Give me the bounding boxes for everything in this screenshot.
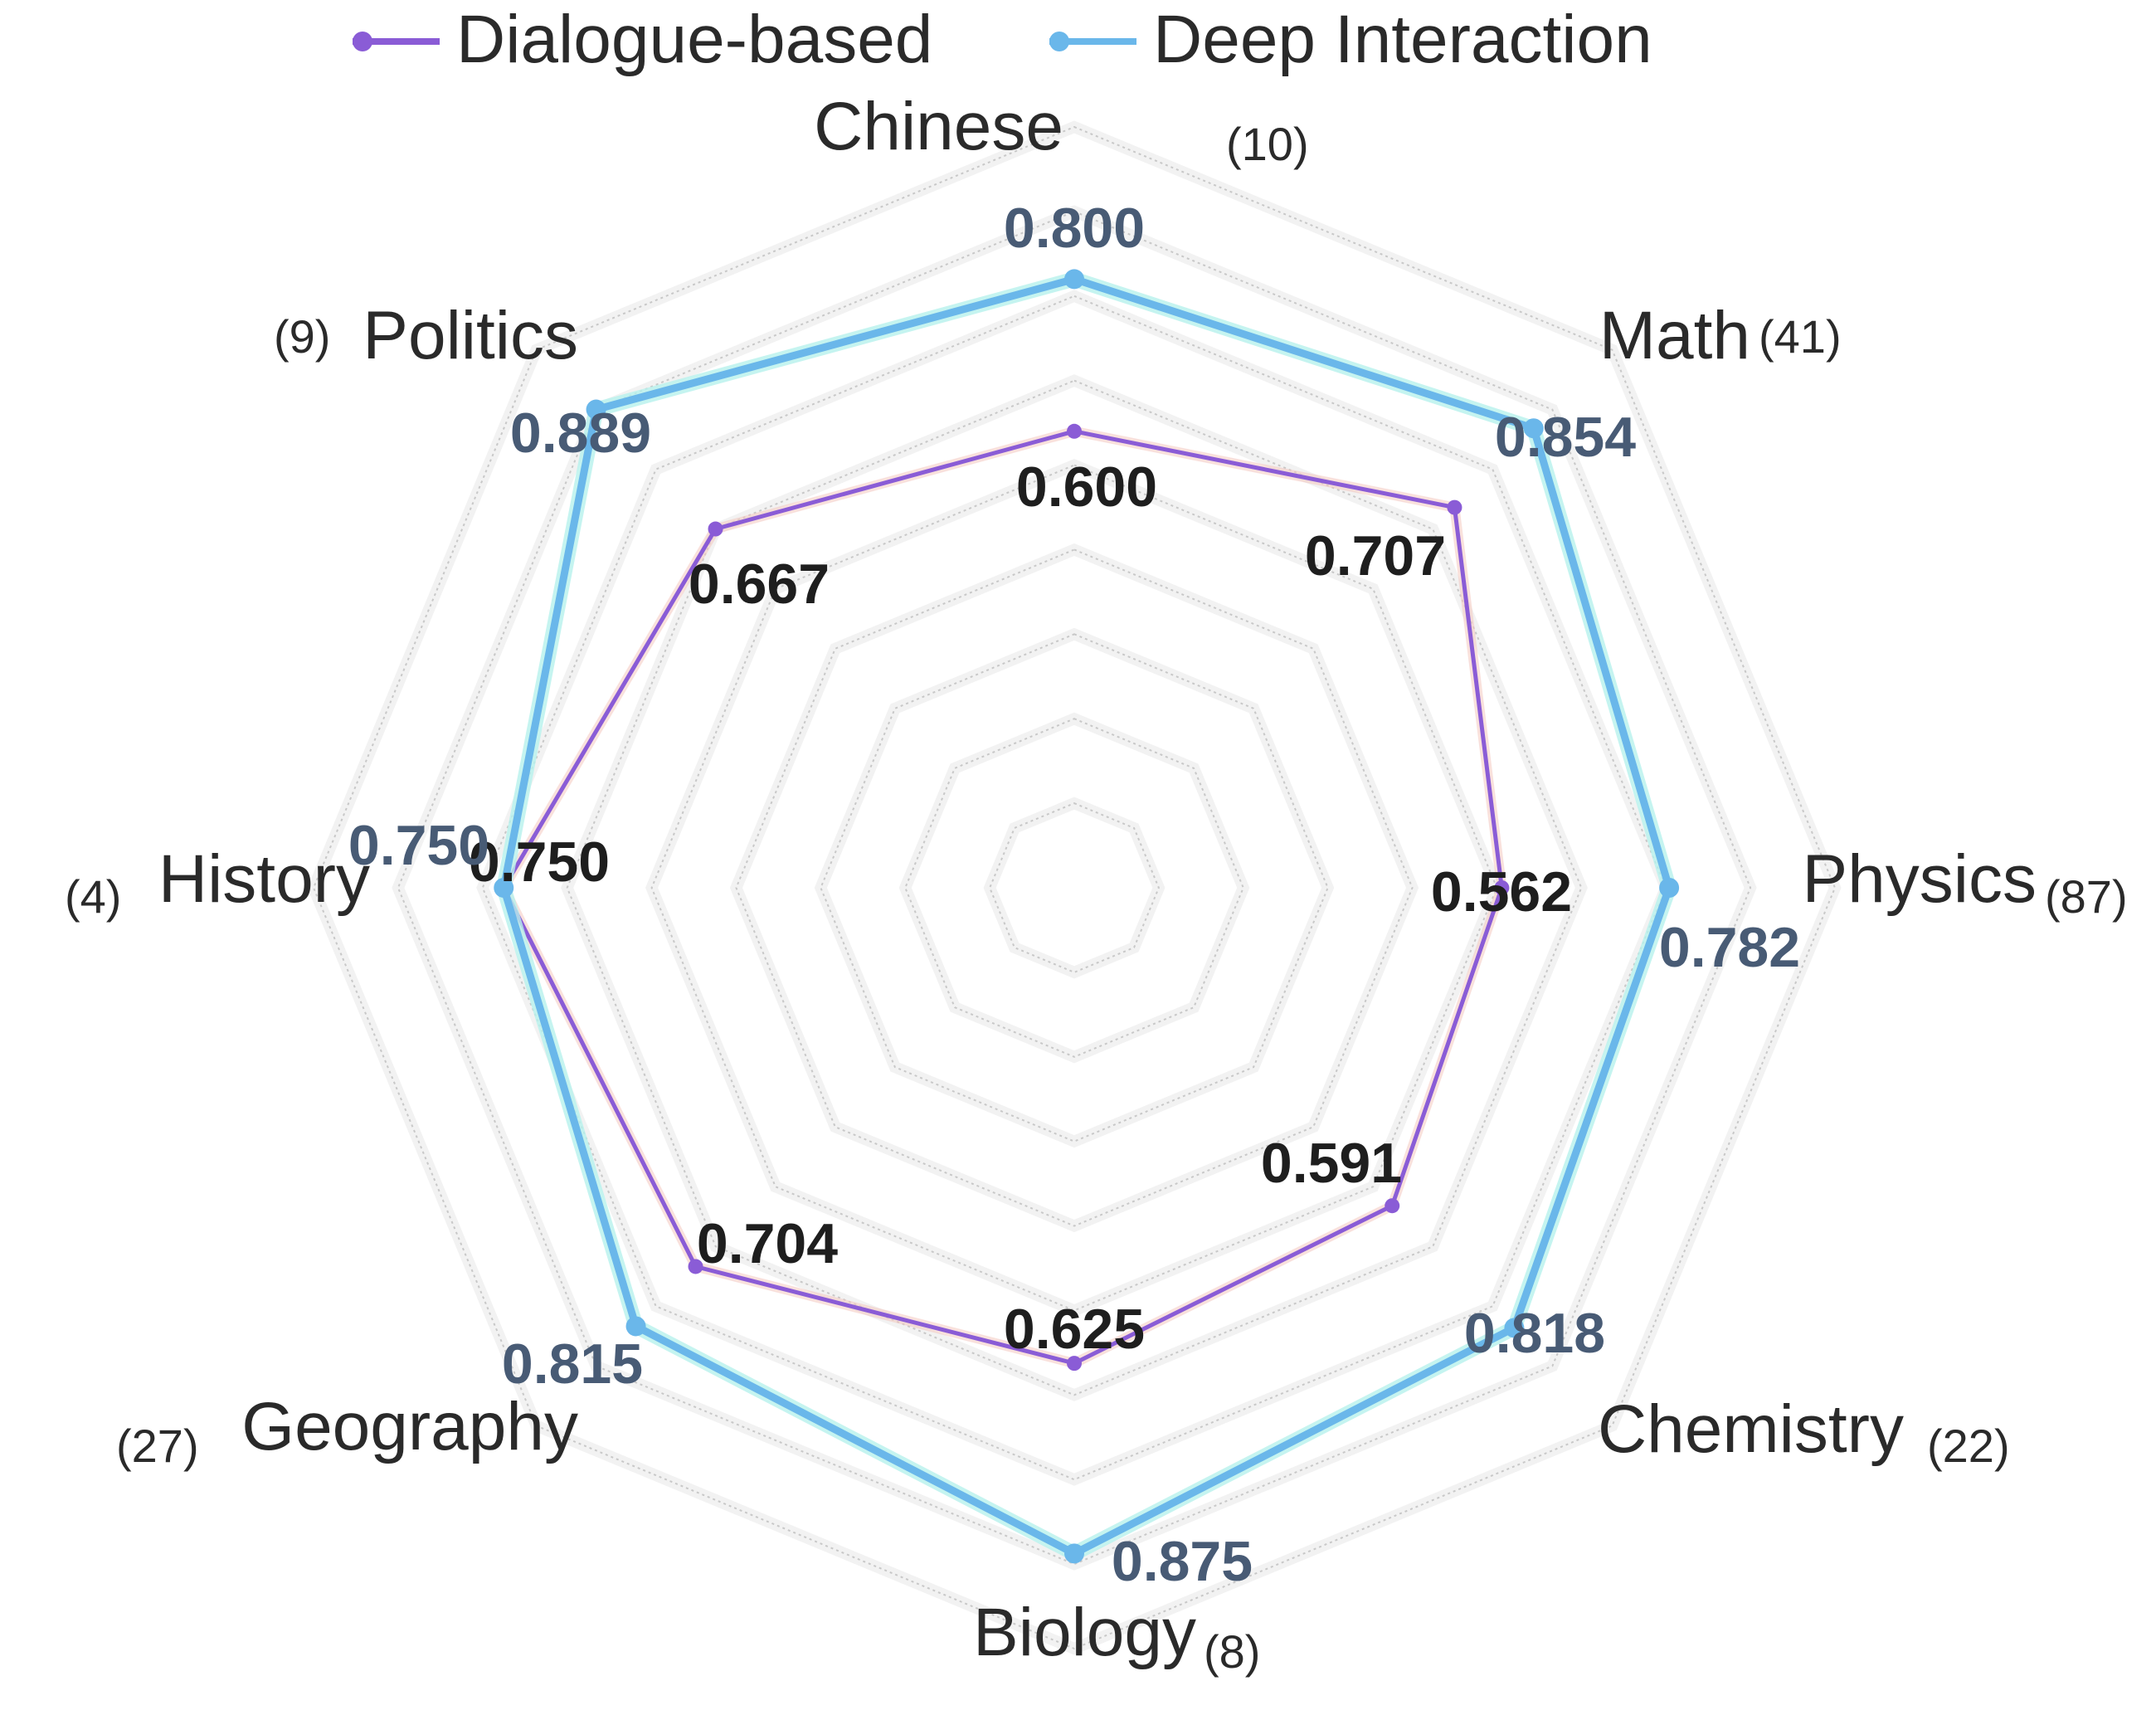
- data-label: 0.562: [1431, 860, 1572, 923]
- grid-ring: [566, 379, 1583, 1396]
- radar-labels: Chinese (10) Math (41) Physics (87) Chemistry (…: [65, 89, 2128, 1678]
- data-label: 0.750: [469, 831, 610, 894]
- grid-ring: [650, 464, 1498, 1312]
- data-point: [494, 878, 514, 898]
- data-point: [708, 521, 723, 537]
- axis-label: Physics: [1802, 841, 2037, 917]
- radar-series: [494, 269, 1680, 1564]
- data-label: 0.875: [1112, 1530, 1253, 1593]
- axis-count: (8): [1204, 1625, 1260, 1678]
- series-dialogue-based: [496, 423, 1510, 1372]
- axis-count: (9): [274, 310, 330, 363]
- data-label: 0.750: [348, 814, 489, 877]
- data-label: 0.800: [1004, 197, 1145, 260]
- data-label: 0.854: [1495, 406, 1636, 469]
- axis-label: Politics: [363, 298, 578, 373]
- data-point: [688, 1259, 703, 1274]
- grid-ring-halo: [898, 712, 1250, 1064]
- axis-count: (27): [116, 1420, 199, 1472]
- data-label: 0.591: [1261, 1132, 1402, 1195]
- axis-label: Biology: [973, 1595, 1196, 1670]
- data-point: [1659, 878, 1680, 898]
- data-label: 0.600: [1016, 456, 1157, 519]
- data-label: 0.818: [1464, 1302, 1605, 1365]
- data-label: 0.667: [689, 553, 830, 616]
- grid-ring: [312, 125, 1837, 1650]
- radar-grid: [307, 120, 1842, 1655]
- data-label: 0.707: [1305, 524, 1446, 587]
- axis-count: (4): [65, 870, 121, 923]
- grid-ring-halo: [814, 627, 1335, 1148]
- legend-label: Dialogue-based: [456, 2, 932, 77]
- grid-ring-halo: [476, 290, 1672, 1486]
- axis-label: Math: [1599, 298, 1750, 373]
- legend-item: Dialogue-based: [353, 2, 932, 77]
- axis-count: (22): [1927, 1420, 2010, 1472]
- data-point: [1504, 1318, 1525, 1338]
- data-label: 0.815: [502, 1333, 643, 1396]
- data-point: [1494, 880, 1510, 895]
- axis-label: Chinese: [814, 89, 1063, 164]
- series-deep-interaction: [494, 269, 1680, 1564]
- data-point: [586, 399, 606, 420]
- axis-label: History: [158, 841, 370, 917]
- data-label: 0.625: [1004, 1298, 1145, 1361]
- data-point: [1447, 499, 1462, 515]
- data-point: [1067, 1356, 1082, 1372]
- data-point: [1064, 269, 1084, 290]
- data-label: 0.782: [1659, 916, 1800, 979]
- axis-count: (87): [2045, 870, 2128, 923]
- axis-label: Chemistry: [1598, 1391, 1904, 1467]
- legend-swatch-marker: [1049, 32, 1069, 51]
- grid-ring: [904, 718, 1244, 1058]
- legend-label: Deep Interaction: [1153, 2, 1652, 77]
- legend-swatch-marker: [353, 32, 372, 51]
- data-label: 0.889: [510, 402, 651, 465]
- axis-count: (10): [1226, 118, 1309, 170]
- grid-ring-halo: [729, 543, 1419, 1233]
- data-point: [1385, 1198, 1400, 1214]
- grid-ring: [989, 802, 1160, 973]
- data-point: [1523, 418, 1544, 439]
- data-point: [1067, 423, 1082, 439]
- grid-ring: [397, 210, 1752, 1566]
- data-label: 0.704: [697, 1212, 838, 1275]
- grid-ring: [735, 548, 1414, 1227]
- data-point: [625, 1316, 646, 1337]
- legend-item: Deep Interaction: [1049, 2, 1652, 77]
- axis-count: (41): [1759, 310, 1842, 363]
- axis-label: Geography: [241, 1389, 578, 1464]
- legend: Dialogue-based Deep Interaction: [353, 2, 1652, 77]
- data-point: [1064, 1543, 1084, 1564]
